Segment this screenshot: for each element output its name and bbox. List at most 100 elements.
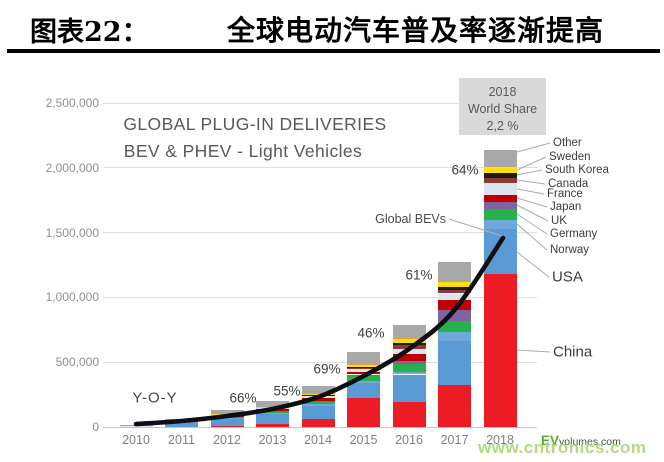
yoy-series-label: Y-O-Y [132,389,178,407]
bar-segment [438,287,471,290]
bar-segment [210,415,244,417]
bar-segment [438,321,471,333]
gridline [103,167,537,169]
bar-segment [483,195,517,203]
ev-volumes-logo: EVvolumes.com [541,433,621,448]
bar-segment [256,411,289,413]
bar-segment [301,385,335,394]
y-tick-label: 0 [92,420,99,434]
growth-label-2018: 64% [451,162,479,178]
bar-segment [483,177,517,184]
legend-label-canada: Canada [548,178,589,190]
bar-segment [347,366,380,368]
legend-label-germany: Germany [550,228,598,240]
bar-segment [301,395,335,398]
bar-segment [438,332,471,342]
bar-segment [347,364,380,366]
chart-panel [0,0,664,400]
world-share-caption: World Share [467,102,538,116]
x-tick-label: 2016 [395,433,423,447]
x-tick-label: 2018 [486,433,514,447]
bar-segment [438,262,471,282]
y-tick-label: 1,500,000 [45,225,99,240]
x-tick-label: 2012 [213,433,241,447]
bar-segment [438,341,471,385]
legend-label-china: China [553,343,593,361]
bar-segment [392,360,426,365]
x-tick-label: 2011 [168,433,195,447]
growth-label-2014: 69% [313,361,341,377]
bar-segment [301,401,335,403]
bar-segment [165,418,198,420]
legend-label-south-korea: South Korea [545,164,609,176]
y-tick-label: 1,000,000 [45,290,99,305]
bar-segment [392,324,426,337]
x-tick-label: 2014 [304,433,332,447]
gridline [103,426,537,428]
bar-segment [301,402,335,404]
bar-segment [483,228,517,275]
bar-segment [347,365,380,367]
gridline [103,102,537,104]
bar-segment [483,183,517,195]
figure-label: 图表22： [30,17,149,48]
bar-segment [210,425,244,427]
world-share-value: 2,2 % [486,119,519,133]
bar-segment [483,209,517,220]
bar-segment [392,364,426,372]
bar-segment [165,421,198,427]
bar-segment [210,418,244,426]
bar-segment [347,374,380,377]
bar-segment [392,338,426,343]
bar-segment [483,219,517,229]
growth-label-2013: 55% [273,383,301,399]
ev-volumes-logo-domain: volumes.com [559,436,621,448]
bar-segment [119,425,153,427]
bar-segment [347,352,380,365]
x-tick-label: 2010 [122,433,150,447]
bar-segment [256,423,289,427]
bar-segment [483,202,517,210]
bar-segment [256,414,289,424]
bar-segment [438,289,471,294]
bar-segment [256,407,289,409]
growth-label-2012: 66% [229,390,257,406]
watermark: www.cntronics.com [478,438,647,457]
bar-segment [392,353,426,361]
legend-label-usa: USA [552,268,583,286]
bar-segment [438,384,471,427]
bar-segment [301,419,335,427]
bar-segment [347,382,380,398]
global-bevs-annotation: Global BEVs [375,212,446,226]
bar-segment [392,371,426,375]
legend-label-sweden: Sweden [549,151,591,163]
bar-segment [347,380,380,383]
bar-segment [392,374,426,403]
x-tick-label: 2013 [258,433,287,447]
legend-label-japan: Japan [550,201,582,213]
bar-segment [210,414,244,416]
bar-segment [301,393,335,395]
y-tick-label: 2,500,000 [45,96,99,110]
chart-title-line2: BEV & PHEV - Light Vehicles [123,141,363,161]
bar-segment [347,376,380,381]
bar-segment [301,397,335,402]
bar-segment [119,426,153,427]
bar-segment [210,416,244,418]
bar-segment [483,172,517,178]
bar-segment [210,417,244,419]
bar-segment [392,342,426,346]
bar-segment [438,299,471,310]
bar-segment [392,336,426,339]
bar-segment [347,367,380,369]
bar-segment [301,403,335,406]
x-tick-label: 2017 [440,433,469,447]
bar-segment [165,420,198,422]
x-tick-label: 2015 [349,433,378,447]
legend-label-france: France [547,188,583,200]
gridline [103,296,537,298]
growth-label-2017: 61% [405,267,433,283]
world-share-year: 2018 [488,85,517,99]
bar-segment [347,371,380,375]
